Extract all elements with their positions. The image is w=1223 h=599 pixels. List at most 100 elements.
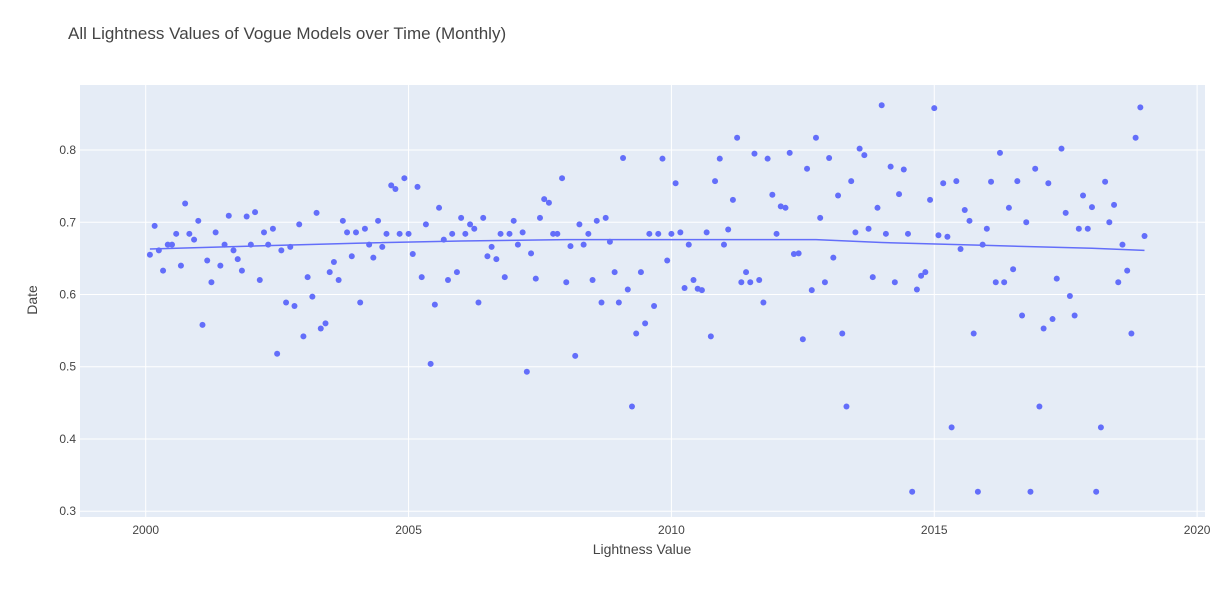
data-point	[186, 230, 193, 237]
data-point	[707, 333, 714, 340]
data-point	[944, 233, 951, 240]
data-point	[1102, 178, 1109, 185]
data-point	[567, 243, 574, 250]
data-point	[681, 284, 688, 291]
data-point	[882, 230, 889, 237]
data-point	[940, 180, 947, 187]
data-point	[637, 269, 644, 276]
data-point	[234, 256, 241, 263]
data-point	[1014, 178, 1021, 185]
data-point	[208, 279, 215, 286]
data-point	[330, 258, 337, 265]
plot-area	[80, 85, 1205, 517]
data-point	[589, 277, 596, 284]
x-axis-title: Lightness Value	[593, 541, 692, 557]
data-point	[519, 229, 526, 236]
data-point	[177, 262, 184, 269]
data-point	[900, 166, 907, 173]
data-point	[1132, 134, 1139, 141]
data-point	[287, 243, 294, 250]
y-tick-label: 0.7	[59, 215, 76, 229]
data-point	[712, 178, 719, 185]
data-point	[182, 200, 189, 207]
x-axis-ticks: 2000 2005 2010 2015 2020	[132, 523, 1210, 537]
chart-title: All Lightness Values of Vogue Models ove…	[68, 24, 506, 43]
data-point	[764, 155, 771, 162]
data-point	[642, 320, 649, 327]
data-point	[217, 262, 224, 269]
data-point	[554, 230, 561, 237]
data-point	[812, 134, 819, 141]
y-tick-label: 0.8	[59, 143, 76, 157]
data-point	[173, 230, 180, 237]
data-point	[453, 269, 460, 276]
data-point	[747, 279, 754, 286]
data-point	[1032, 165, 1039, 172]
data-point	[672, 180, 679, 187]
data-point	[335, 277, 342, 284]
data-point	[1088, 204, 1095, 211]
data-point	[212, 229, 219, 236]
x-tick-label: 2020	[1184, 523, 1211, 537]
data-point	[927, 196, 934, 203]
data-point	[493, 256, 500, 263]
data-point	[1084, 225, 1091, 232]
data-point	[366, 241, 373, 248]
data-point	[427, 360, 434, 367]
data-point	[1049, 316, 1056, 323]
data-point	[458, 214, 465, 221]
data-point	[195, 217, 202, 224]
data-point	[370, 254, 377, 261]
data-point	[852, 229, 859, 236]
data-point	[313, 209, 320, 216]
data-point	[734, 134, 741, 141]
data-point	[685, 241, 692, 248]
data-point	[865, 225, 872, 232]
data-point	[326, 269, 333, 276]
data-point	[1119, 241, 1126, 248]
data-point	[256, 277, 263, 284]
data-point	[1093, 488, 1100, 495]
data-point	[155, 247, 162, 254]
data-point	[238, 267, 245, 274]
y-tick-label: 0.6	[59, 287, 76, 301]
data-point	[624, 286, 631, 293]
data-point	[904, 230, 911, 237]
data-point	[506, 230, 513, 237]
data-point	[835, 192, 842, 199]
data-point	[1080, 192, 1087, 199]
data-point	[918, 272, 925, 279]
data-point	[602, 214, 609, 221]
data-point	[339, 217, 346, 224]
data-point	[405, 230, 412, 237]
trend-series	[149, 238, 1145, 252]
data-point	[1137, 104, 1144, 111]
data-point	[467, 221, 474, 228]
data-point	[698, 287, 705, 294]
data-point	[375, 217, 382, 224]
data-point	[164, 241, 171, 248]
data-point	[388, 182, 395, 189]
data-point	[703, 229, 710, 236]
data-point	[225, 212, 232, 219]
data-point	[773, 230, 780, 237]
data-point	[830, 254, 837, 261]
data-point	[790, 251, 797, 258]
data-point	[1141, 232, 1148, 239]
data-point	[598, 299, 605, 306]
data-point	[444, 277, 451, 284]
data-point	[821, 279, 828, 286]
data-point	[970, 330, 977, 337]
data-point	[191, 236, 198, 243]
data-point	[1097, 424, 1104, 431]
data-point	[777, 203, 784, 210]
data-point	[146, 251, 153, 258]
data-point	[151, 222, 158, 229]
data-point	[935, 232, 942, 239]
data-point	[431, 301, 438, 308]
data-point	[992, 279, 999, 286]
data-point	[1019, 312, 1026, 319]
data-point	[422, 221, 429, 228]
data-point	[646, 230, 653, 237]
